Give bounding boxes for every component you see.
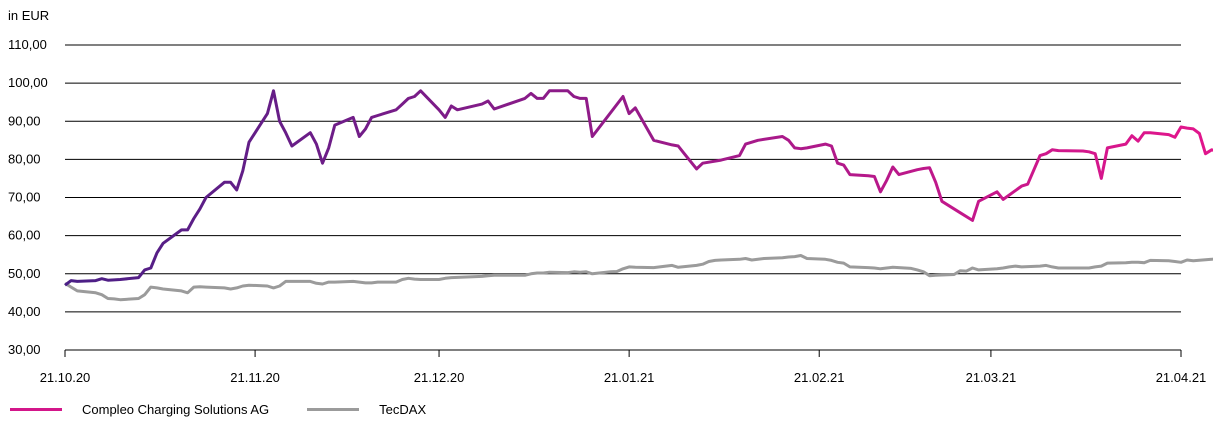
y-axis-unit-label: in EUR (8, 8, 49, 23)
y-tick-label: 30,00 (8, 342, 41, 357)
y-axis-ticks: 30,00 40,00 50,00 60,00 70,00 80,00 90,00 100,0… (8, 37, 48, 357)
y-tick-label: 80,00 (8, 151, 41, 166)
y-tick-label: 90,00 (8, 113, 41, 128)
legend: Compleo Charging Solutions AG TecDAX (10, 402, 464, 417)
series-lines (64, 89, 1213, 302)
series-line-tecdax (64, 254, 1213, 302)
gridlines (65, 44, 1181, 351)
y-tick-label: 70,00 (8, 190, 41, 205)
x-tick-label: 21.04.21 (1156, 370, 1207, 385)
x-axis: 21.10.20 21.11.20 21.12.20 21.01.21 21.02.21… (40, 350, 1207, 385)
x-tick-label: 21.11.20 (230, 370, 280, 385)
legend-label-compleo: Compleo Charging Solutions AG (82, 402, 270, 417)
x-tick-label: 21.12.20 (414, 370, 465, 385)
legend-label-tecdax: TecDAX (379, 402, 427, 417)
legend-swatch-compleo (10, 408, 62, 411)
series-line-compleo (64, 89, 1213, 287)
legend-item-compleo: Compleo Charging Solutions AG (10, 402, 269, 417)
y-tick-label: 110,00 (8, 37, 47, 52)
y-tick-label: 50,00 (8, 266, 41, 281)
y-tick-label: 100,00 (8, 75, 48, 90)
x-tick-label: 21.01.21 (604, 370, 655, 385)
x-tick-label: 21.03.21 (966, 370, 1017, 385)
legend-swatch-tecdax (307, 408, 360, 411)
x-tick-label: 21.02.21 (794, 370, 845, 385)
legend-item-tecdax: TecDAX (307, 402, 426, 417)
x-tick-label: 21.10.20 (40, 370, 91, 385)
stock-price-chart: in EUR 30,00 40,00 50,00 60,00 70,00 80,00 90,… (8, 8, 1213, 385)
y-tick-label: 60,00 (8, 228, 41, 243)
y-tick-label: 40,00 (8, 304, 41, 319)
